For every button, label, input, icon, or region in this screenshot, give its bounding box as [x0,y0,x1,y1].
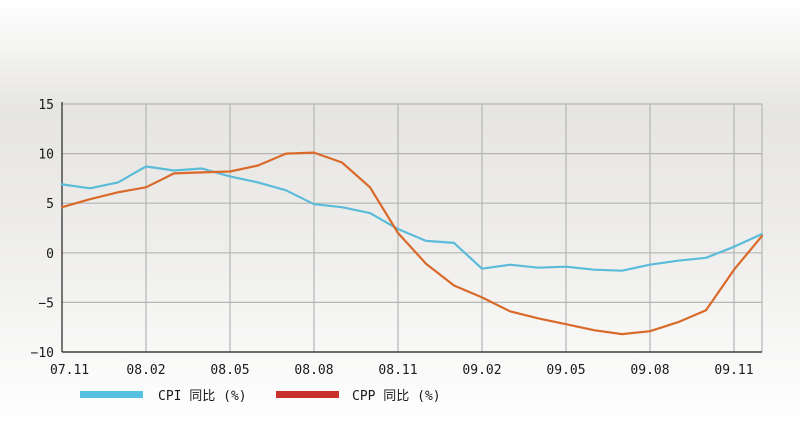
x-tick-label: 08.02 [126,363,165,378]
x-tick-label: 08.05 [210,363,249,378]
vertical-gridlines [145,104,763,352]
y-tick-label: 10 [38,148,54,163]
x-tick-label: 09.05 [546,363,585,378]
x-tick-label: 08.11 [378,363,417,378]
legend-swatch-cpp [276,391,339,398]
x-tick-label: 07.11 [50,363,89,378]
series-lines [60,151,764,336]
series-line-cpi [60,165,764,272]
x-tick-label: 09.11 [714,363,753,378]
x-tick-label: 09.02 [462,363,501,378]
horizontal-gridlines [62,103,762,353]
legend-swatch-cpi [80,391,143,398]
y-tick-labels: 15 10 5 0 −5 −10 [31,98,54,361]
y-tick-label: 15 [38,98,54,113]
series-line-cpp [60,151,764,336]
legend-label-cpi: CPI 同比 (%) [158,389,247,404]
legend: CPI 同比 (%) CPP 同比 (%) [80,389,441,404]
x-tick-label: 09.08 [630,363,669,378]
legend-label-cpp: CPP 同比 (%) [352,389,441,404]
y-tick-label: 0 [46,247,54,262]
y-tick-label: −5 [38,296,54,311]
y-tick-label: −10 [31,346,54,361]
x-tick-labels: 07.11 08.02 08.05 08.08 08.11 09.02 09.05 09.08… [50,363,754,378]
x-tick-label: 08.08 [294,363,333,378]
y-tick-label: 5 [46,197,54,212]
